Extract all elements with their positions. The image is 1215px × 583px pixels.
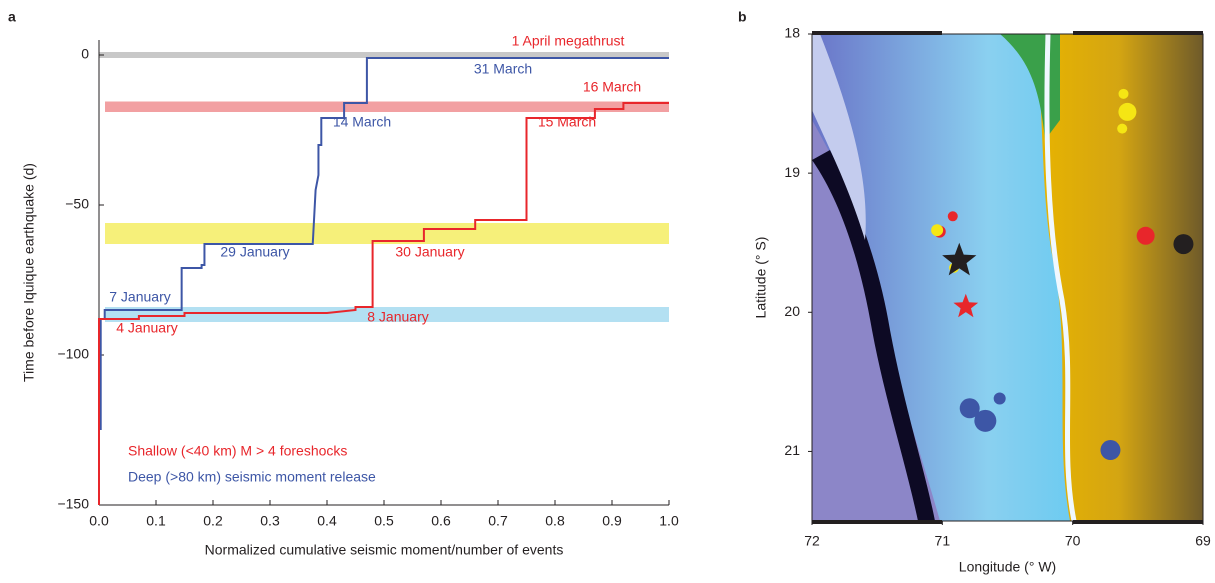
x-tick-label: 0.1 [146,513,166,529]
map-border [812,520,942,524]
x-tick-label: 0.4 [317,513,337,529]
event-marker [1173,234,1194,255]
band [99,52,669,58]
x-tick-label: 69 [1195,533,1211,549]
x-tick-label: 0.8 [545,513,565,529]
step-line [99,57,669,430]
y-axis-label: Latitude (° S) [753,237,769,319]
event-marker [974,409,997,432]
x-tick-label: 0.6 [431,513,451,529]
annotation: 31 March [474,61,532,77]
event-marker [959,398,980,419]
y-tick-label: 19 [784,164,800,180]
y-tick-label: 0 [81,46,89,62]
map-frame [811,33,1204,522]
annotation: Deep (>80 km) seismic moment release [128,469,376,485]
x-tick-label: 0.9 [602,513,622,529]
x-axis-label: Normalized cumulative seismic moment/num… [205,542,564,558]
map-border [812,31,942,35]
star-marker [953,293,979,318]
annotation: 15 March [538,114,596,130]
y-tick-label: 20 [784,303,800,319]
x-tick-label: 0.7 [488,513,508,529]
event-marker [1117,123,1128,134]
annotation: 29 January [220,244,289,260]
x-tick-label: 72 [804,533,820,549]
y-tick-label: 21 [784,442,800,458]
annotation: 4 January [116,320,177,336]
annotation: 30 January [395,244,464,260]
event-marker [1118,102,1137,121]
event-marker [947,211,958,222]
y-tick-label: −50 [65,196,89,212]
band [105,307,669,322]
event-marker [993,392,1006,405]
step-line [98,102,669,505]
event-marker [931,224,944,237]
panel-label: a [8,9,16,25]
band [105,101,669,112]
x-tick-label: 1.0 [659,513,679,529]
y-tick-label: −100 [57,346,89,362]
annotation: 16 March [583,79,641,95]
y-axis-label: Time before Iquique earthquake (d) [21,163,37,382]
event-marker [1118,88,1129,99]
event-marker [1136,226,1155,245]
map-border [1073,31,1203,35]
annotation: 1 April megathrust [512,33,625,49]
panel-label: b [738,9,747,25]
x-tick-label: 70 [1065,533,1081,549]
x-tick-label: 0.5 [374,513,394,529]
annotation: 7 January [109,289,170,305]
event-marker [1100,440,1121,461]
x-tick-label: 0.0 [89,513,109,529]
band [105,223,669,244]
x-tick-label: 71 [935,533,951,549]
star-marker [942,242,977,276]
annotation: 8 January [367,309,428,325]
x-tick-label: 0.3 [260,513,280,529]
y-tick-label: −150 [57,496,89,512]
x-tick-label: 0.2 [203,513,223,529]
annotation: Shallow (<40 km) M > 4 foreshocks [128,443,347,459]
y-tick-label: 18 [784,25,800,41]
annotation: 14 March [333,114,391,130]
x-axis-label: Longitude (° W) [959,559,1056,575]
map-background [812,34,1203,521]
map-border [1073,520,1203,524]
